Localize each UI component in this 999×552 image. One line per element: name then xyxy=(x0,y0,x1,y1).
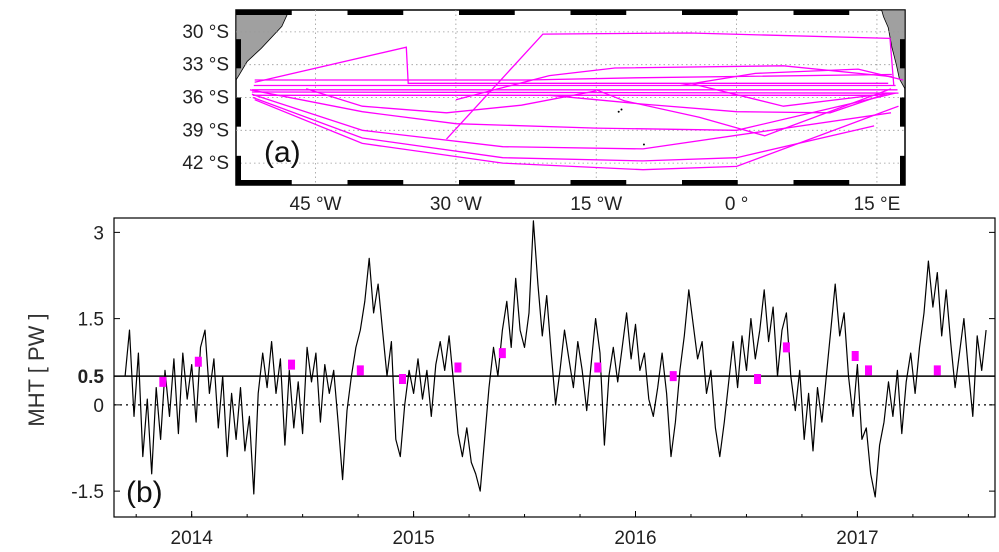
longitude-label: 15 °W xyxy=(570,194,622,215)
timeseries-frame xyxy=(113,217,996,518)
border-segment xyxy=(570,10,627,15)
ship-track xyxy=(251,93,892,150)
latitude-label: 39 °S xyxy=(182,120,229,141)
mht-series xyxy=(124,220,987,498)
border-segment xyxy=(459,10,515,15)
island-dot xyxy=(620,108,623,111)
map-checkered-border xyxy=(236,10,905,185)
x-tick-label: 2017 xyxy=(836,528,878,549)
y-tick-label: 0 xyxy=(93,396,104,417)
latitude-label: 30 °S xyxy=(182,22,229,43)
section-marker xyxy=(398,374,406,384)
border-segment xyxy=(900,39,905,69)
section-marker xyxy=(498,348,506,359)
section-marker xyxy=(782,342,790,353)
border-segment xyxy=(900,97,905,127)
ship-track xyxy=(595,88,892,137)
border-segment xyxy=(236,10,292,15)
ship-track xyxy=(446,32,895,140)
section-marker xyxy=(194,356,202,367)
border-segment xyxy=(793,180,850,185)
y-tick-label: 0.5 xyxy=(78,367,105,388)
longitude-label: 0 ° xyxy=(725,194,748,215)
border-segment xyxy=(347,10,404,15)
longitude-label: 15 °E xyxy=(854,194,901,215)
section-marker xyxy=(594,362,602,373)
island-dot xyxy=(642,143,645,146)
x-tick-label: 2016 xyxy=(614,528,656,549)
section-marker xyxy=(288,359,296,370)
border-segment xyxy=(236,39,241,69)
section-marker xyxy=(754,374,762,384)
ship-track xyxy=(549,92,889,114)
ship-track xyxy=(455,65,892,101)
map-longitude-labels: 45 °W 30 °W 15 °W 0 ° 15 °E xyxy=(290,194,901,215)
section-marker xyxy=(159,376,167,387)
border-segment xyxy=(236,155,241,185)
border-segment xyxy=(900,155,905,185)
ship-track xyxy=(689,82,892,107)
mht-line xyxy=(124,220,987,498)
y-tick-label: -1.5 xyxy=(71,482,104,503)
y-axis-ticks: 3 1.5 0.5 0 -1.5 xyxy=(71,223,995,503)
ship-track xyxy=(254,99,899,171)
ship-track xyxy=(251,91,899,94)
section-marker xyxy=(865,365,873,376)
section-marker xyxy=(356,365,364,376)
ship-tracks xyxy=(249,32,904,171)
ship-track xyxy=(680,68,904,87)
map-latitude-labels: 30 °S 33 °S 36 °S 39 °S 42 °S xyxy=(182,22,229,174)
section-marker xyxy=(933,365,941,376)
border-segment xyxy=(682,180,738,185)
section-marker xyxy=(454,362,462,373)
longitude-label: 45 °W xyxy=(290,194,342,215)
island-dot xyxy=(617,110,620,113)
section-marker xyxy=(851,351,859,361)
mht-markers xyxy=(159,342,941,387)
y-axis-label: MHT [ PW ] xyxy=(24,313,49,426)
latitude-label: 33 °S xyxy=(182,55,229,76)
map-panel: 30 °S 33 °S 36 °S 39 °S 42 °S 45 °W 30 °W 15 °… xyxy=(182,9,906,215)
ship-track xyxy=(254,46,889,84)
ship-track xyxy=(306,88,597,114)
map-panel-label: (a) xyxy=(264,136,301,169)
border-segment xyxy=(236,180,292,185)
longitude-label: 30 °W xyxy=(430,194,482,215)
timeseries-panel: 3 1.5 0.5 0 -1.5 2014 2015 2016 2017 MHT [ PW ]… xyxy=(24,217,996,549)
timeseries-panel-label: (b) xyxy=(126,476,163,509)
border-segment xyxy=(347,180,404,185)
x-tick-label: 2015 xyxy=(392,528,434,549)
y-tick-label: 1.5 xyxy=(78,310,104,331)
border-segment xyxy=(793,10,850,15)
y-tick-label: 3 xyxy=(93,223,104,244)
land-mass xyxy=(881,9,906,91)
ship-track xyxy=(254,73,892,81)
border-segment xyxy=(682,10,738,15)
x-axis-ticks: 2014 2015 2016 2017 xyxy=(135,511,969,549)
ship-track xyxy=(249,89,896,131)
border-segment xyxy=(459,180,515,185)
latitude-label: 42 °S xyxy=(182,153,229,174)
border-segment xyxy=(570,180,627,185)
ship-track xyxy=(252,96,875,162)
border-segment xyxy=(236,97,241,127)
section-marker xyxy=(669,371,677,382)
x-tick-label: 2014 xyxy=(171,528,214,549)
latitude-label: 36 °S xyxy=(182,88,229,109)
